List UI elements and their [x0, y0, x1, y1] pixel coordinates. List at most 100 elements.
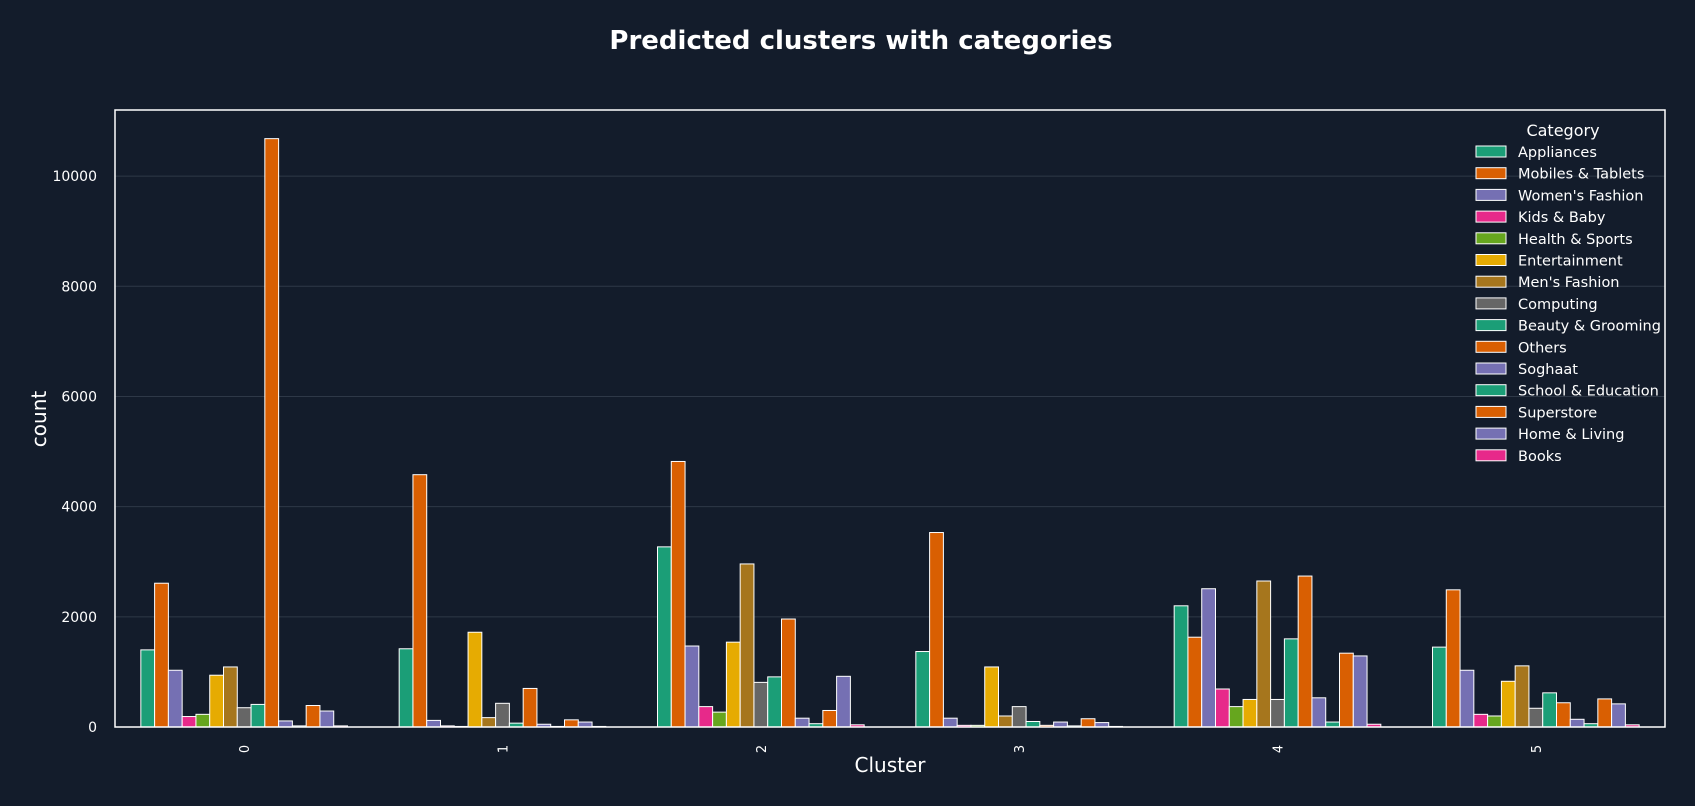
legend-swatch — [1475, 210, 1507, 223]
bar — [495, 702, 510, 728]
bar — [794, 717, 810, 728]
bar — [725, 641, 741, 728]
bar — [684, 645, 700, 728]
bar — [1011, 706, 1027, 728]
bar — [1201, 588, 1216, 728]
bar — [223, 666, 238, 728]
bar — [1228, 706, 1244, 728]
bar — [1542, 692, 1557, 728]
bar — [1445, 589, 1461, 728]
legend-entry: Beauty & Grooming — [1518, 319, 1661, 335]
legend-entry: Others — [1518, 340, 1567, 356]
legend-entry: Mobiles & Tablets — [1518, 167, 1644, 183]
bar — [1473, 713, 1489, 728]
bar — [753, 681, 769, 728]
chart-title: Predicted clusters with categories — [609, 26, 1112, 56]
bar — [1487, 715, 1502, 728]
legend-swatch — [1475, 384, 1507, 397]
legend-entry: Home & Living — [1518, 427, 1624, 443]
x-tick-label: 0 — [238, 745, 253, 753]
legend-swatch — [1475, 340, 1507, 353]
bar — [1187, 636, 1203, 728]
legend-entry: Entertainment — [1518, 254, 1623, 270]
x-tick-label: 3 — [1013, 745, 1028, 753]
bar — [998, 715, 1013, 728]
bar — [426, 719, 442, 728]
y-axis: 0 2000 4000 6000 8000 10000 — [52, 169, 97, 736]
x-axis-label: Cluster — [855, 753, 927, 777]
legend-swatch — [1475, 427, 1507, 440]
legend-entry: Women's Fashion — [1518, 188, 1643, 204]
legend-title: Category — [1526, 121, 1599, 140]
y-axis-label: count — [27, 391, 51, 448]
bar — [1339, 652, 1354, 728]
bar — [1597, 698, 1613, 728]
bar — [698, 706, 714, 728]
bar — [1256, 580, 1272, 728]
legend-entry: Health & Sports — [1518, 232, 1633, 248]
bar — [915, 651, 931, 728]
bar — [154, 582, 169, 728]
grid-lines — [115, 175, 1665, 728]
legend-entry: Superstore — [1518, 405, 1597, 421]
bar — [398, 648, 414, 728]
bar — [1500, 680, 1516, 728]
legend-swatch — [1475, 319, 1507, 332]
bar — [1528, 707, 1544, 728]
bar — [1459, 669, 1475, 728]
bar — [1514, 665, 1530, 728]
legend-swatch — [1475, 362, 1507, 375]
bar — [767, 676, 783, 728]
bar — [1080, 718, 1096, 728]
bars — [140, 138, 1640, 728]
y-tick-label: 2000 — [61, 610, 97, 626]
x-tick-label: 4 — [1272, 745, 1287, 753]
bar — [1432, 646, 1447, 728]
bar — [140, 649, 156, 728]
bar — [1270, 698, 1285, 728]
x-tick-label: 5 — [1530, 745, 1545, 753]
legend-entry: School & Education — [1518, 384, 1659, 400]
x-tick-label: 2 — [755, 745, 770, 753]
bar — [305, 705, 321, 728]
y-tick-label: 10000 — [52, 169, 97, 185]
bar — [670, 460, 686, 728]
legend-swatch — [1475, 405, 1507, 418]
y-tick-label: 8000 — [61, 279, 97, 295]
bar — [236, 707, 252, 728]
legend-entry: Books — [1518, 449, 1562, 465]
bar — [1025, 720, 1041, 728]
x-axis: 0 1 2 3 4 5 — [238, 745, 1545, 753]
bar — [1283, 638, 1299, 728]
bar — [319, 710, 335, 728]
legend-swatch — [1475, 167, 1507, 180]
bar — [822, 709, 838, 728]
plot-frame — [114, 109, 1666, 728]
bar — [1611, 703, 1626, 728]
bar — [781, 618, 796, 728]
bar — [657, 546, 672, 728]
legend-swatch — [1475, 297, 1507, 310]
bar — [942, 717, 958, 728]
legend-entry: Soghaat — [1518, 362, 1578, 378]
bar — [1297, 575, 1313, 728]
legend-swatch — [1475, 188, 1507, 201]
bar — [712, 711, 727, 728]
legend-swatch — [1475, 232, 1507, 245]
y-tick-label: 0 — [88, 720, 97, 736]
bar — [929, 532, 944, 728]
legend-entry: Kids & Baby — [1518, 210, 1606, 226]
legend-entry: Men's Fashion — [1518, 275, 1620, 291]
bar — [522, 687, 538, 728]
bar — [564, 719, 579, 728]
bar — [739, 563, 755, 728]
legend-swatch — [1475, 145, 1507, 158]
bar — [412, 474, 428, 728]
bar — [836, 675, 851, 728]
legend-swatch — [1475, 254, 1507, 266]
y-tick-label: 6000 — [61, 389, 97, 405]
bar — [1215, 688, 1230, 728]
legend-swatch — [1475, 275, 1507, 288]
legend: Category Appliances Mobiles & Tablets Wome… — [1475, 121, 1661, 465]
